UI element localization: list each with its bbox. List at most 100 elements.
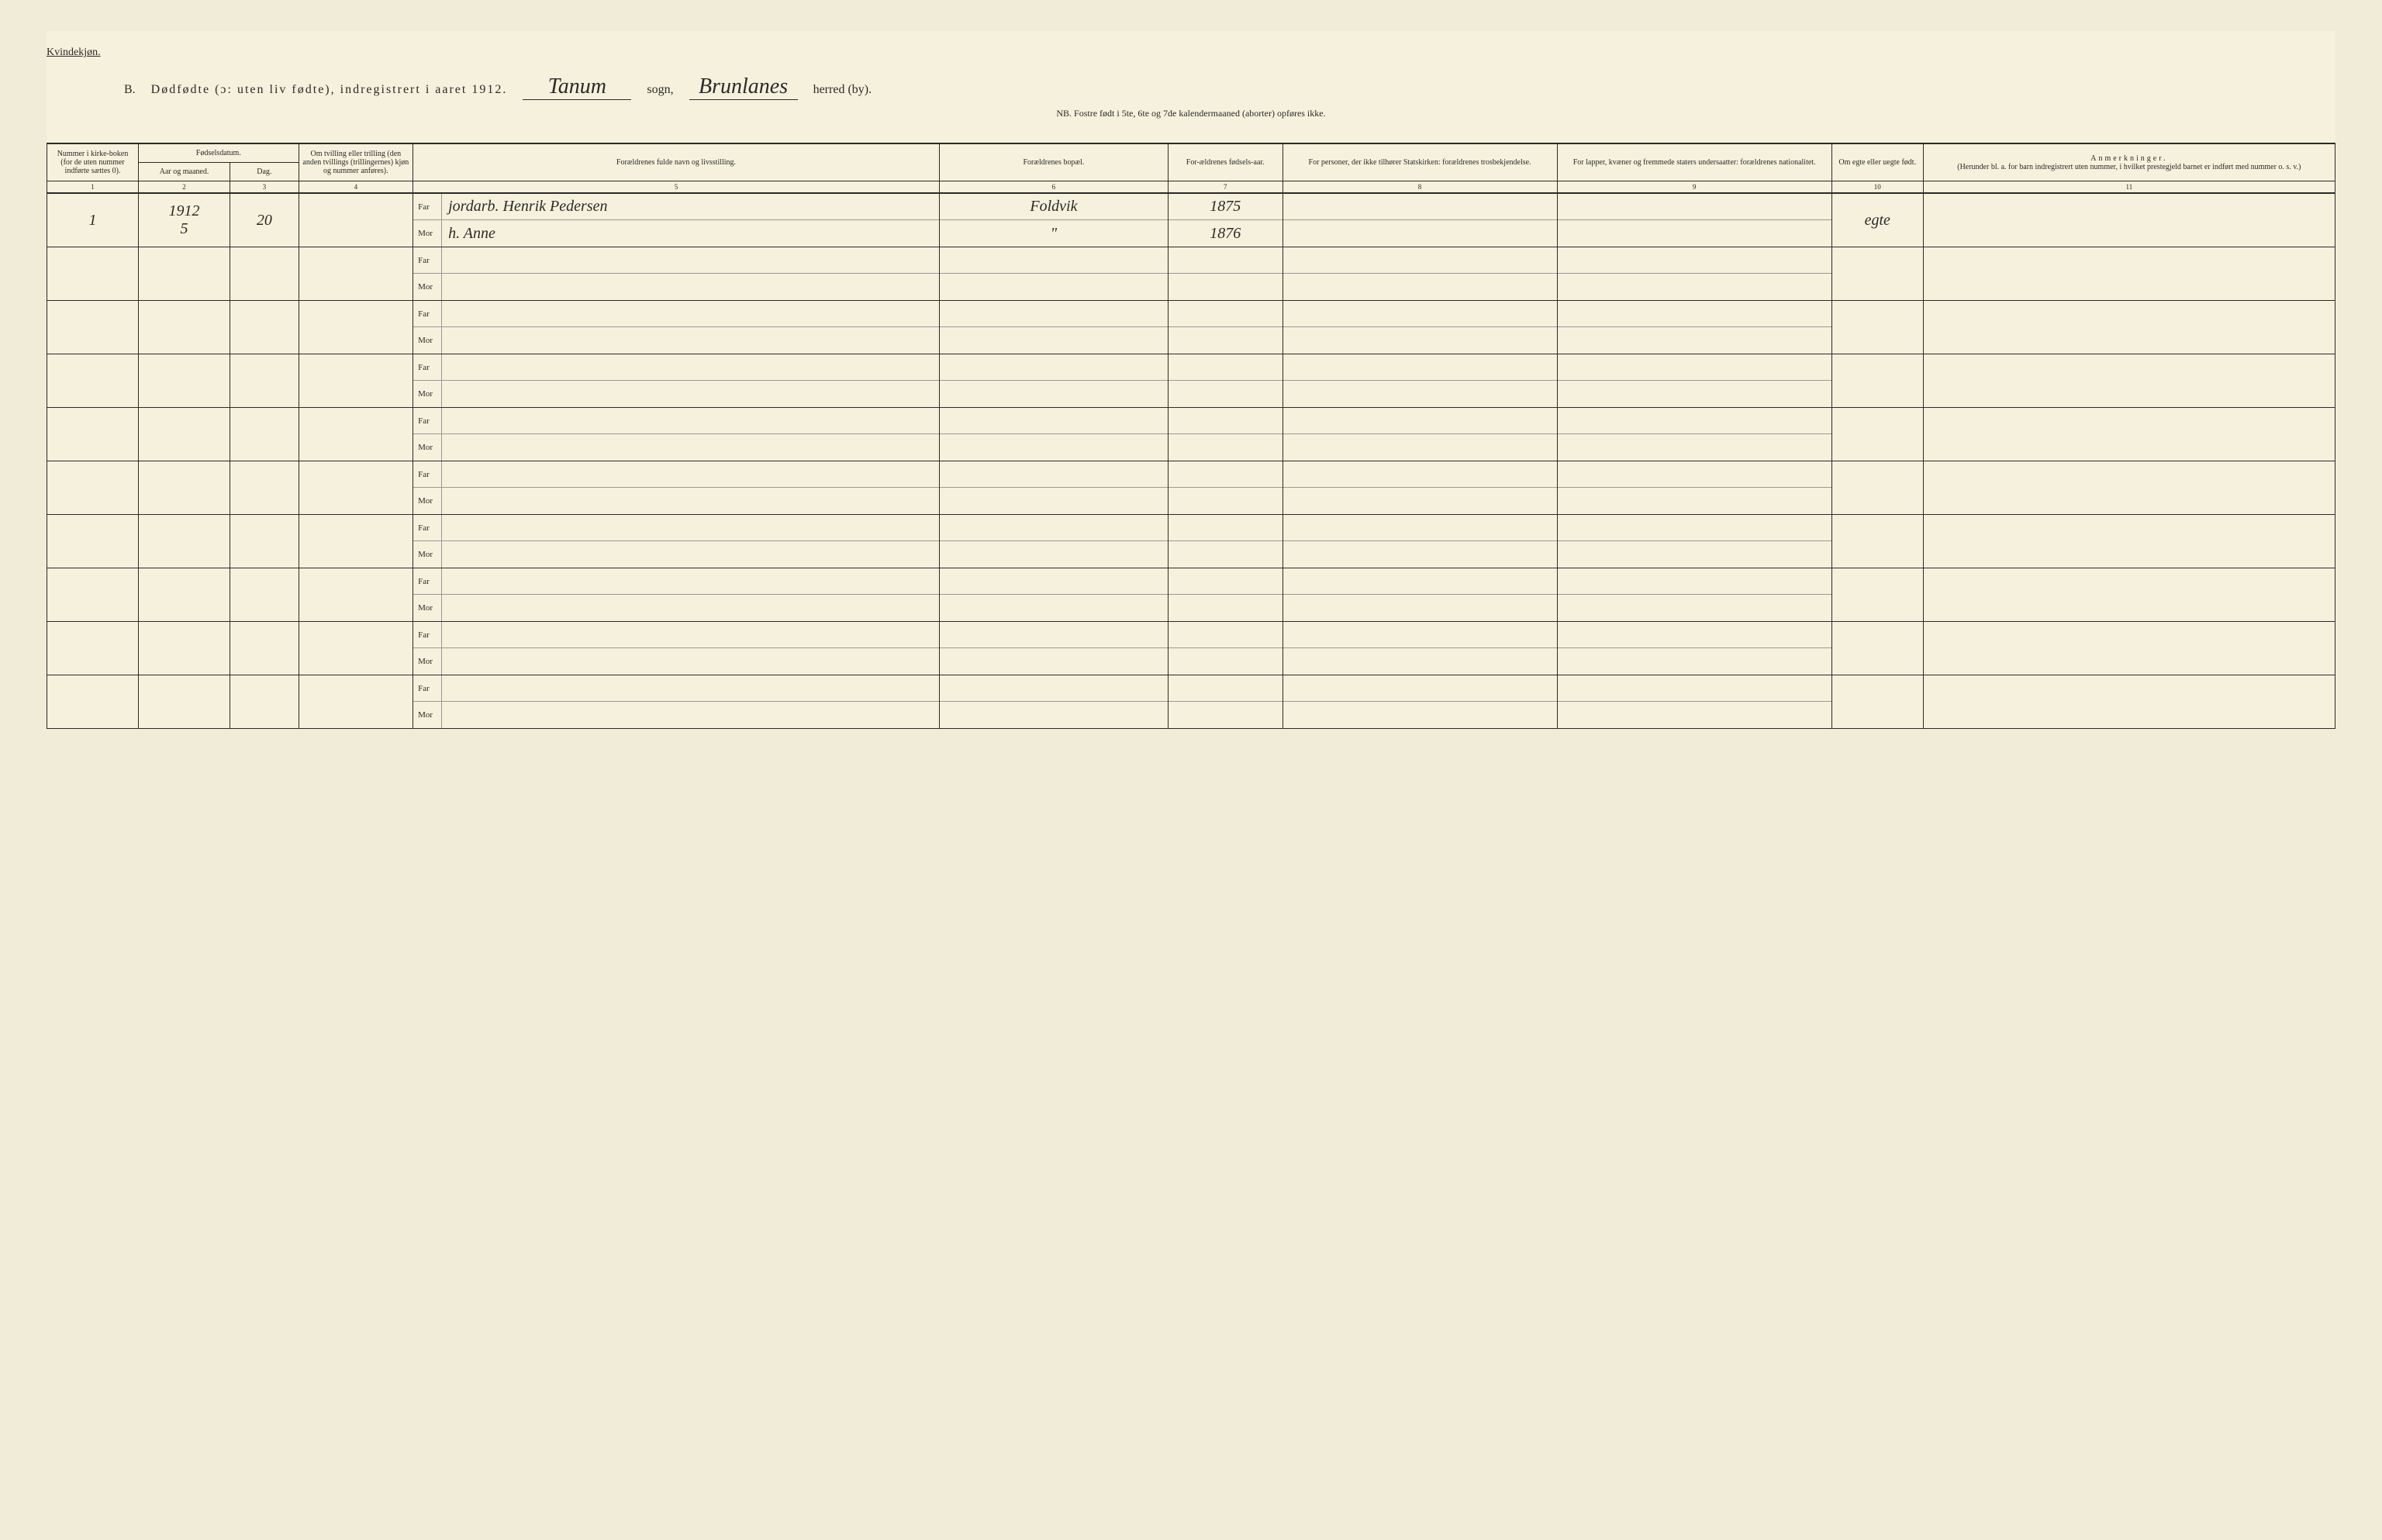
- data-cell: [230, 408, 299, 461]
- data-cell: Far Mor: [413, 354, 940, 408]
- far-value: [441, 461, 934, 487]
- data-cell: [299, 301, 413, 354]
- mor-value: ": [944, 225, 1163, 243]
- data-cell: [299, 568, 413, 622]
- col-header-5: Forældrenes fulde navn og livsstilling.: [413, 143, 940, 181]
- data-cell: [139, 408, 230, 461]
- data-cell: [1831, 515, 1923, 568]
- data-cell: 18751876: [1168, 193, 1282, 247]
- mor-label: Mor: [418, 443, 441, 452]
- col-num: 2: [139, 181, 230, 194]
- data-cell: [1923, 461, 2335, 515]
- data-cell: FarMor: [413, 247, 940, 301]
- data-cell: [1168, 675, 1282, 729]
- data-cell: [939, 568, 1168, 622]
- herred-value: Brunlanes: [689, 74, 798, 100]
- data-cell: [299, 461, 413, 515]
- mor-value: [441, 541, 934, 568]
- col-header-10: Om egte eller uegte født.: [1831, 143, 1923, 181]
- col-header-7: For-ældrenes fødsels-aar.: [1168, 143, 1282, 181]
- table-row: FarMor: [47, 301, 2335, 354]
- mor-value: [441, 381, 934, 407]
- column-number-row: 1 2 3 4 5 6 7 8 9 10 11: [47, 181, 2335, 194]
- col-num: 1: [47, 181, 139, 194]
- far-label: Far: [418, 416, 441, 426]
- col-header-2-group: Fødselsdatum.: [139, 143, 299, 163]
- data-cell: [1831, 675, 1923, 729]
- mor-label: Mor: [418, 229, 441, 238]
- col-header-6: Forældrenes bopæl.: [939, 143, 1168, 181]
- data-cell: [230, 675, 299, 729]
- mor-value: [441, 488, 934, 514]
- far-value: Foldvik: [944, 198, 1163, 216]
- data-cell: [1923, 515, 2335, 568]
- table-header: Nummer i kirke-boken (for de uten nummer…: [47, 143, 2335, 193]
- data-cell: [939, 622, 1168, 675]
- data-cell: [230, 568, 299, 622]
- data-cell: 1912 5: [139, 193, 230, 247]
- data-cell: [139, 622, 230, 675]
- far-label: Far: [418, 630, 441, 640]
- header-row-1: Nummer i kirke-boken (for de uten nummer…: [47, 143, 2335, 163]
- col-num: 7: [1168, 181, 1282, 194]
- data-cell: [1831, 622, 1923, 675]
- data-cell: [1282, 675, 1557, 729]
- table-row: FarMor: [47, 622, 2335, 675]
- mor-value: [441, 595, 934, 621]
- data-cell: [1282, 568, 1557, 622]
- data-cell: [230, 247, 299, 301]
- data-cell: [1557, 193, 1831, 247]
- header-section: Kvindekjøn. B. Dødfødte (ɔ: uten liv fød…: [47, 31, 2335, 143]
- mor-label: Mor: [418, 550, 441, 559]
- data-cell: [1168, 515, 1282, 568]
- far-value: [441, 408, 934, 433]
- sogn-label: sogn,: [647, 83, 673, 97]
- mor-value: [441, 327, 934, 354]
- far-value: [441, 515, 934, 540]
- table-body: 11912 520Farjordarb. Henrik PedersenMorh…: [47, 193, 2335, 729]
- data-cell: [47, 622, 139, 675]
- col-num: 11: [1923, 181, 2335, 194]
- table-row: Far Mor: [47, 354, 2335, 408]
- data-cell: [139, 247, 230, 301]
- far-label: Far: [418, 202, 441, 212]
- data-cell: [1282, 247, 1557, 301]
- col-header-4: Om tvilling eller trilling (den anden tv…: [299, 143, 413, 181]
- data-cell: [299, 675, 413, 729]
- data-cell: [1557, 622, 1831, 675]
- mor-label: Mor: [418, 710, 441, 720]
- data-cell: [230, 301, 299, 354]
- data-cell: [47, 568, 139, 622]
- data-cell: FarMor: [413, 568, 940, 622]
- data-cell: [1168, 247, 1282, 301]
- mor-label: Mor: [418, 496, 441, 506]
- sogn-value: Tanum: [523, 74, 631, 100]
- data-cell: [139, 461, 230, 515]
- far-value: 1875: [1173, 198, 1278, 216]
- data-cell: [939, 247, 1168, 301]
- data-cell: [1557, 515, 1831, 568]
- far-label: Far: [418, 523, 441, 533]
- data-cell: [1557, 461, 1831, 515]
- data-cell: [1557, 408, 1831, 461]
- table-row: FarMor: [47, 675, 2335, 729]
- mor-label: Mor: [418, 389, 441, 399]
- col-header-1: Nummer i kirke-boken (for de uten nummer…: [47, 143, 139, 181]
- data-cell: [1168, 622, 1282, 675]
- data-cell: [1168, 408, 1282, 461]
- col-header-2b: Dag.: [230, 163, 299, 181]
- table-row: 11912 520Farjordarb. Henrik PedersenMorh…: [47, 193, 2335, 247]
- data-cell: [299, 515, 413, 568]
- table-row: FarMor: [47, 568, 2335, 622]
- col-num: 8: [1282, 181, 1557, 194]
- far-value: [441, 568, 934, 594]
- far-label: Far: [418, 470, 441, 479]
- data-cell: [230, 622, 299, 675]
- data-cell: [1282, 301, 1557, 354]
- data-cell: [1282, 461, 1557, 515]
- col-num: 10: [1831, 181, 1923, 194]
- far-label: Far: [418, 363, 441, 372]
- data-cell: [299, 354, 413, 408]
- col-header-9: For lapper, kvæner og fremmede staters u…: [1557, 143, 1831, 181]
- data-cell: [1923, 301, 2335, 354]
